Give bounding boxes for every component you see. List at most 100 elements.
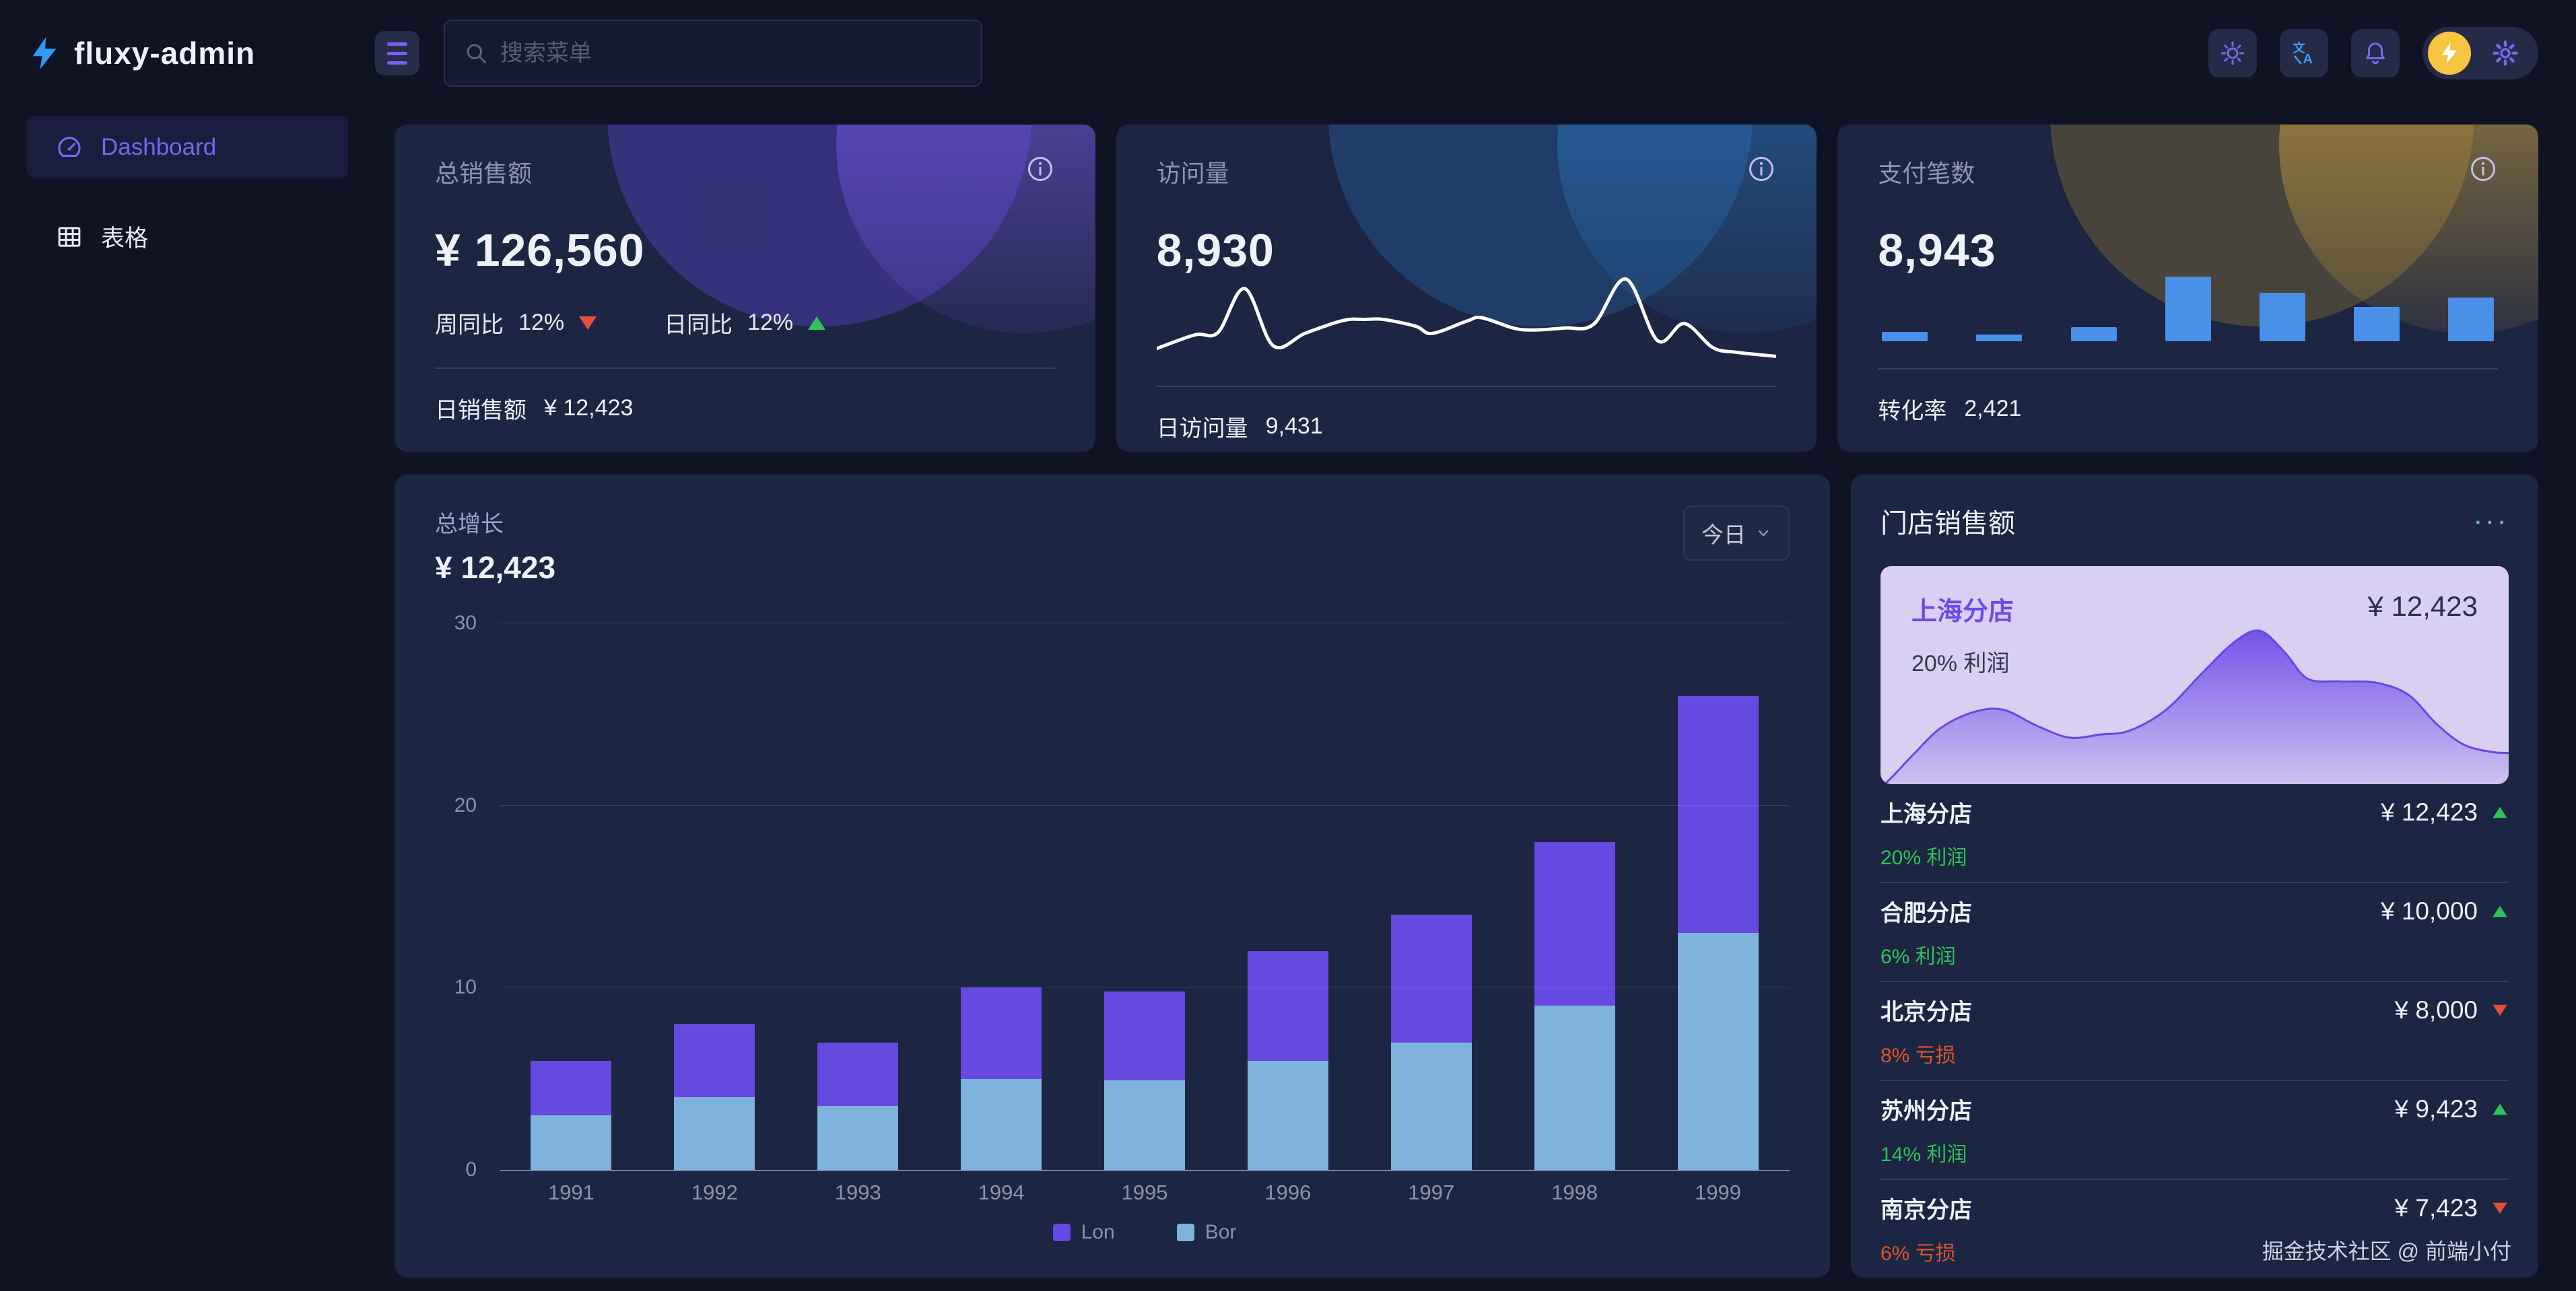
x-tick-1998: 1998 — [1551, 1181, 1598, 1204]
menu-toggle-button[interactable] — [375, 31, 419, 75]
featured-store-value: ¥ 12,423 — [2367, 590, 2478, 622]
card-payments: 支付笔数 8,943 转化率 2,421 — [1837, 125, 2539, 452]
daily-sales-value: ¥ 12,423 — [544, 395, 634, 421]
header-actions: 文 A — [2208, 27, 2576, 79]
top-header: fluxy-admin 文 A — [0, 0, 2576, 106]
more-menu-icon[interactable]: ··· — [2473, 504, 2509, 537]
sidebar: Dashboard 表格 — [0, 106, 375, 1291]
card-title: 访问量 — [1156, 160, 1229, 187]
stacked-bar-1999 — [1677, 623, 1759, 1170]
store-row-1[interactable]: 合肥分店 ¥ 10,000 6% 利润 — [1880, 883, 2509, 982]
info-icon[interactable] — [1747, 154, 1776, 184]
payments-bar-5 — [2353, 306, 2400, 341]
trend-down-icon — [2493, 1202, 2507, 1214]
featured-store-name: 上海分店 — [1911, 598, 2014, 626]
store-note: 14% 利润 — [1880, 1144, 1967, 1166]
trend-up-icon — [808, 316, 826, 330]
store-list: 上海分店 ¥ 12,423 20% 利润 合肥分店 ¥ 10,000 6% 利润 北京分店 ¥… — [1880, 784, 2509, 1278]
card-title: 总销售额 — [435, 160, 533, 187]
stacked-bar-1998 — [1534, 623, 1615, 1170]
bar-segment-bor-1993 — [817, 1106, 899, 1170]
date-range-select[interactable]: 今日 — [1683, 505, 1790, 561]
search-bar[interactable] — [444, 20, 982, 87]
x-tick-1992: 1992 — [691, 1181, 738, 1204]
brand: fluxy-admin — [0, 35, 375, 71]
store-name: 北京分店 — [1880, 1000, 1972, 1025]
date-range-value: 今日 — [1701, 522, 1746, 547]
store-row-2[interactable]: 北京分店 ¥ 8,000 8% 亏损 — [1880, 982, 2509, 1081]
legend-item-bor[interactable]: Bor — [1176, 1221, 1236, 1244]
payments-bar-1 — [1976, 334, 2023, 341]
notifications-button[interactable] — [2351, 29, 2400, 77]
settings-gear-icon[interactable] — [2491, 39, 2519, 67]
store-value: ¥ 9,423 — [2394, 1094, 2478, 1123]
avatar[interactable] — [2428, 32, 2471, 75]
total-sales-value: ¥ 126,560 — [435, 225, 645, 276]
app-title: fluxy-admin — [74, 36, 256, 71]
store-row-3[interactable]: 苏州分店 ¥ 9,423 14% 利润 — [1880, 1081, 2509, 1180]
daily-sales-label: 日销售额 — [435, 398, 527, 423]
growth-value: ¥ 12,423 — [435, 550, 556, 585]
x-tick-1997: 1997 — [1408, 1181, 1455, 1204]
y-axis-labels: 0 10 20 30 — [435, 612, 486, 1181]
week-compare-value: 12% — [518, 310, 565, 335]
card-title: 支付笔数 — [1878, 160, 1975, 187]
payments-bar-chart — [1878, 277, 2498, 341]
stacked-bar-1997 — [1390, 623, 1472, 1170]
bar-segment-lon-1998 — [1534, 841, 1615, 1006]
credit-text: 掘金技术社区 @ 前端小付 — [2262, 1239, 2511, 1263]
chevron-down-icon — [1758, 530, 1769, 537]
x-tick-1995: 1995 — [1121, 1181, 1168, 1204]
legend-item-lon[interactable]: Lon — [1052, 1221, 1115, 1244]
trend-up-icon — [2493, 905, 2507, 917]
bar-segment-bor-1992 — [674, 1096, 755, 1170]
card-store-sales: 门店销售额 ··· 上海分店 ¥ 12,423 20% 利润 — [1851, 475, 2538, 1278]
day-compare-label: 日同比 — [664, 312, 733, 338]
x-tick-1991: 1991 — [547, 1181, 595, 1204]
x-tick-1999: 1999 — [1695, 1181, 1742, 1204]
x-axis-labels: 1991 1992 1993 1994 1995 1996 1997 1998 1999 — [500, 1171, 1790, 1214]
day-compare-value: 12% — [747, 310, 794, 335]
featured-store-panel[interactable]: 上海分店 ¥ 12,423 20% 利润 — [1880, 566, 2509, 784]
sidebar-item-label: 表格 — [101, 225, 149, 252]
store-name: 合肥分店 — [1880, 901, 1972, 926]
chart-plot-area — [500, 623, 1790, 1171]
card-total-growth: 总增长 ¥ 12,423 今日 0 10 20 30 1991 1 — [395, 475, 1830, 1278]
bar-segment-lon-1991 — [531, 1060, 612, 1115]
sidebar-item-dashboard[interactable]: Dashboard — [27, 116, 348, 178]
legend-label: Lon — [1081, 1221, 1115, 1243]
payments-bar-2 — [2070, 327, 2117, 341]
language-button[interactable]: 文 A — [2280, 29, 2328, 77]
avatar-lightning-icon — [2441, 42, 2458, 64]
legend-swatch — [1052, 1224, 1071, 1241]
store-row-0[interactable]: 上海分店 ¥ 12,423 20% 利润 — [1880, 784, 2509, 883]
featured-store-note: 20% 利润 — [1911, 651, 2010, 676]
payments-bar-3 — [2165, 277, 2211, 341]
payments-bar-4 — [2259, 293, 2305, 341]
stacked-bar-1992 — [674, 623, 755, 1170]
gridline-20 — [500, 804, 1790, 806]
table-grid-icon — [58, 226, 81, 247]
trend-up-icon — [2493, 806, 2507, 818]
store-name: 苏州分店 — [1880, 1098, 1972, 1124]
stacked-bar-1994 — [961, 623, 1042, 1170]
bar-segment-lon-1994 — [961, 987, 1042, 1079]
logo-lightning-icon — [32, 37, 57, 69]
bar-segment-bor-1995 — [1104, 1080, 1185, 1170]
trend-down-icon — [579, 316, 597, 330]
bar-segment-lon-1993 — [817, 1042, 899, 1107]
theme-toggle-button[interactable] — [2208, 29, 2257, 77]
stacked-bar-1995 — [1104, 623, 1185, 1170]
sidebar-item-table[interactable]: 表格 — [27, 205, 348, 268]
info-icon[interactable] — [2468, 154, 2498, 184]
stacked-bar-1996 — [1247, 623, 1328, 1170]
user-menu — [2422, 27, 2538, 79]
trend-up-icon — [2493, 1103, 2507, 1115]
store-row-4[interactable]: 南京分店 ¥ 7,423 6% 亏损 — [1880, 1180, 2509, 1278]
svg-text:A: A — [2303, 52, 2312, 67]
trend-down-icon — [2493, 1004, 2507, 1016]
search-input[interactable] — [500, 40, 962, 67]
info-icon[interactable] — [1025, 154, 1055, 184]
bar-segment-bor-1994 — [961, 1078, 1042, 1170]
store-note: 20% 利润 — [1880, 847, 1967, 869]
